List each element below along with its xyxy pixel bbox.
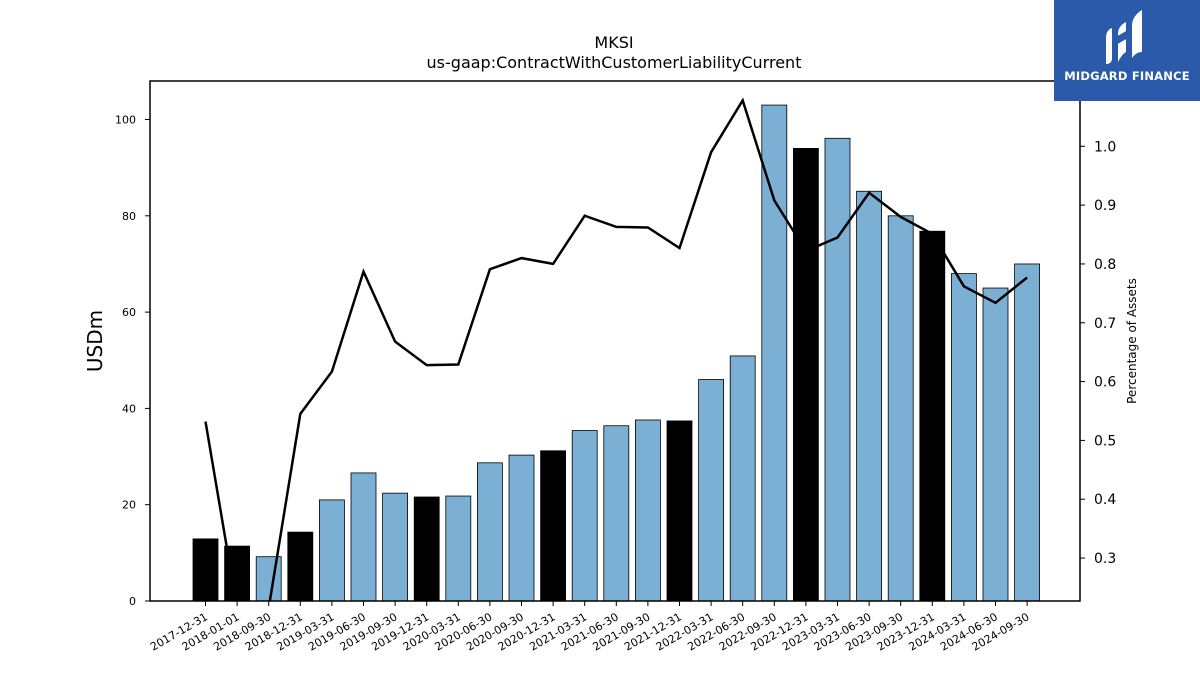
bar-2024-09-30 [1014,263,1040,602]
y-axis-label: USDm [83,310,107,372]
bar-2024-06-30 [982,287,1009,602]
y2-tick-label: 0.3 [1094,551,1116,567]
y2-tick-label: 0.4 [1094,492,1116,508]
bar-2022-06-30 [729,355,756,602]
bar-2020-09-30 [508,454,535,602]
bar-2019-09-30 [382,492,409,602]
bar-2017-12-31 [192,538,219,602]
bar-2020-12-31 [540,450,566,602]
chart-subtitle: us-gaap:ContractWithCustomerLiabilityCur… [427,53,802,72]
bar-2019-12-31 [413,496,440,602]
bar-2022-03-31 [698,379,724,602]
left-axis-ticks: 0 20 40 60 80 100 [115,114,150,608]
x-axis-ticks: 2017-12-312018-01-012018-09-302018-12-31… [148,601,1032,654]
y-tick-label: 40 [122,402,136,415]
bar-2022-12-31 [793,148,819,602]
bar-2023-09-30 [887,215,914,602]
y-tick-label: 60 [122,306,136,319]
bar-2023-03-31 [824,137,851,602]
bar-2019-03-31 [318,499,345,602]
y2-tick-label: 0.8 [1094,257,1116,273]
bar-series [192,104,1040,602]
y-tick-label: 100 [115,114,136,127]
bar-2021-12-31 [666,420,693,602]
pct-assets-line-series [204,97,1028,601]
bar-2021-03-31 [571,430,598,602]
bar-2022-09-30 [761,104,788,602]
chart-title: MKSI [594,33,633,52]
bar-2021-06-30 [603,425,630,602]
plot-frame [149,80,1081,602]
bar-2020-06-30 [476,462,503,602]
logo-text: MIDGARD FINANCE [1064,69,1190,83]
y2-tick-label: 0.9 [1094,198,1116,214]
bar-2021-09-30 [635,419,661,602]
y2-axis-label: Percentage of Assets [1125,278,1139,404]
bar-2018-12-31 [287,531,314,602]
y-tick-label: 20 [122,499,136,512]
bar-2023-12-31 [919,230,946,602]
bar-2024-03-31 [951,273,977,602]
y-tick-label: 0 [129,595,136,608]
midgard-finance-logo: MIDGARD FINANCE [1054,0,1200,101]
bar-2019-06-30 [350,472,377,602]
pct-assets-line [204,97,1028,601]
y2-tick-label: 1.0 [1094,139,1116,155]
y-tick-label: 80 [122,210,136,223]
bar-2020-03-31 [445,495,472,602]
y2-tick-label: 0.7 [1094,316,1116,332]
bar-2023-06-30 [856,190,882,602]
y2-tick-label: 0.5 [1094,433,1116,449]
y2-tick-label: 0.6 [1094,375,1116,391]
bar-2018-09-30 [255,556,282,602]
logo-mark-icon [1106,10,1142,64]
right-axis-ticks: 0.3 0.4 0.5 0.6 0.7 0.8 0.9 1.0 [1080,139,1116,567]
